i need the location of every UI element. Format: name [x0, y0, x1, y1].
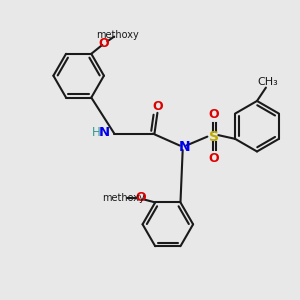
Text: CH₃: CH₃ [257, 76, 278, 87]
Text: N: N [178, 140, 190, 154]
Text: O: O [98, 37, 109, 50]
Text: S: S [209, 130, 219, 144]
Text: N: N [98, 126, 110, 139]
Text: O: O [135, 191, 146, 205]
Text: O: O [208, 152, 219, 165]
Text: methoxy: methoxy [96, 30, 139, 40]
Text: methoxy: methoxy [103, 193, 146, 203]
Text: O: O [208, 108, 219, 121]
Text: H: H [92, 126, 100, 139]
Text: O: O [152, 100, 163, 113]
